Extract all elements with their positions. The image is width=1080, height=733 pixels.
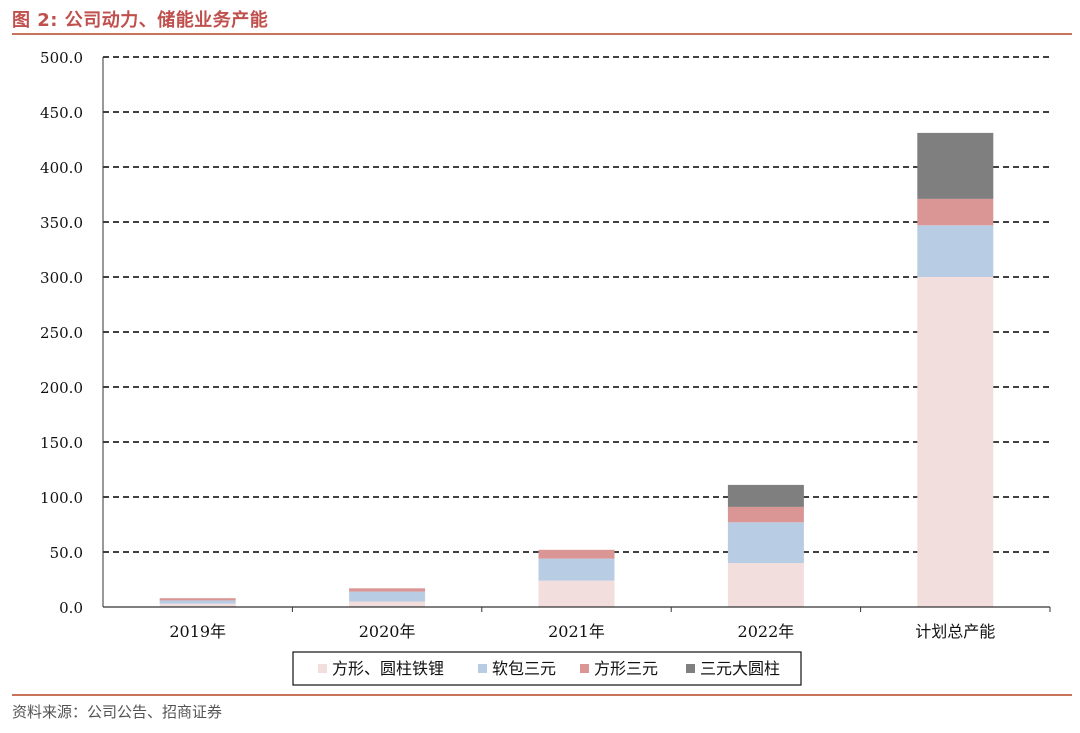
bar-segment — [917, 225, 994, 277]
bottom-rule — [12, 694, 1072, 696]
x-tick-label: 2019年 — [169, 622, 226, 641]
y-tick-label: 100.0 — [40, 489, 83, 507]
legend-swatch — [318, 664, 327, 673]
legend-label: 方形三元 — [594, 659, 658, 678]
grid-lines — [103, 56, 1050, 553]
bar-segment — [159, 598, 236, 601]
y-tick-label: 300.0 — [40, 269, 83, 287]
top-rule — [12, 33, 1072, 35]
legend-label: 三元大圆柱 — [700, 659, 780, 678]
bar-segment — [538, 580, 615, 607]
bar-segment — [349, 588, 426, 592]
y-tick-label: 350.0 — [40, 214, 83, 232]
x-tick-label: 计划总产能 — [915, 622, 995, 641]
bars — [159, 132, 994, 607]
bar-segment — [727, 563, 804, 607]
legend-label: 软包三元 — [492, 659, 556, 678]
y-tick-label: 250.0 — [40, 324, 83, 342]
bar-segment — [727, 506, 804, 523]
bar-segment — [917, 198, 994, 226]
legend-label: 方形、圆柱铁锂 — [332, 659, 444, 678]
x-tick-labels: 2019年 2020年 2021年 2022年 计划总产能 — [169, 622, 995, 641]
figure-title: 图 2: 公司动力、储能业务产能 — [12, 10, 269, 31]
legend-box — [292, 651, 802, 686]
y-tick-label: 50.0 — [50, 544, 83, 562]
legend-swatch — [580, 664, 589, 673]
x-tick-label: 2021年 — [548, 622, 605, 641]
y-tick-label: 200.0 — [40, 379, 83, 397]
bar-segment — [917, 277, 994, 607]
y-tick-label: 450.0 — [40, 104, 83, 122]
legend-swatch — [686, 664, 695, 673]
x-tick-label: 2020年 — [359, 622, 416, 641]
bar-segment — [159, 603, 236, 607]
axes — [102, 57, 1051, 612]
source-note: 资料来源：公司公告、招商证券 — [12, 703, 223, 721]
legend: 方形、圆柱铁锂 软包三元 方形三元 三元大圆柱 — [292, 651, 802, 686]
y-tick-label: 400.0 — [40, 159, 83, 177]
bar-segment — [538, 549, 615, 559]
bar-segment — [917, 132, 994, 199]
bar-segment — [349, 601, 426, 607]
bar-segment — [538, 558, 615, 581]
y-tick-labels: 0.0 50.0 100.0 150.0 200.0 250.0 300.0 350.0 400… — [40, 49, 83, 617]
x-tick-label: 2022年 — [738, 622, 795, 641]
bar-segment — [159, 600, 236, 604]
bar-segment — [727, 484, 804, 507]
y-tick-label: 0.0 — [59, 599, 83, 617]
y-tick-label: 150.0 — [40, 434, 83, 452]
y-tick-label: 500.0 — [40, 49, 83, 67]
bar-segment — [349, 591, 426, 602]
bar-segment — [727, 522, 804, 563]
legend-swatch — [478, 664, 487, 673]
